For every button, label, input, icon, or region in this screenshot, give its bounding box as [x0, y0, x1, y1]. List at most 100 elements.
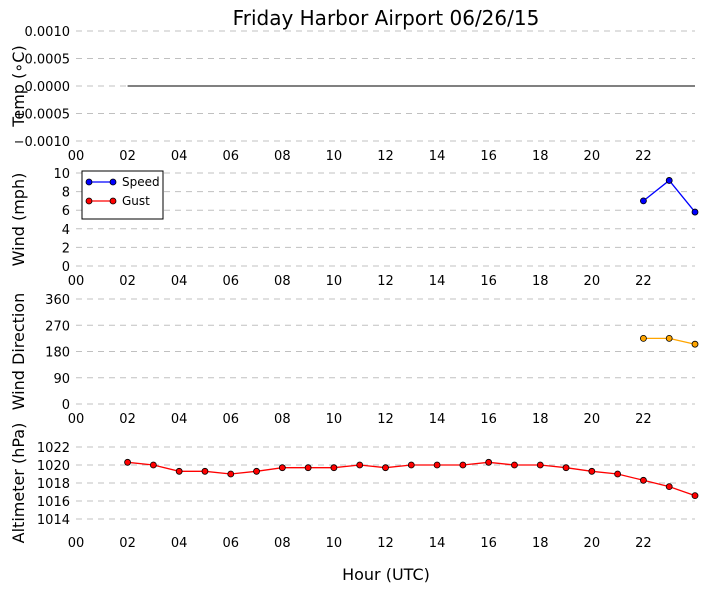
data-point	[304, 464, 312, 472]
data-point	[278, 464, 286, 472]
data-point	[253, 467, 260, 475]
legend-label: Speed	[122, 175, 160, 189]
y-tick-label: 270	[45, 319, 70, 334]
data-point	[149, 461, 157, 469]
y-tick-label: 0.0010	[25, 25, 71, 40]
y-axis-label: Temp (∘C)	[9, 45, 28, 127]
data-point	[175, 467, 183, 475]
x-tick-label: 18	[532, 536, 549, 551]
x-tick-label: 16	[480, 412, 497, 427]
y-tick-label: 180	[45, 346, 70, 361]
y-tick-label: 6	[62, 204, 70, 219]
y-tick-label: −0.0010	[14, 135, 70, 150]
x-tick-label: 20	[584, 274, 601, 289]
data-point	[665, 334, 673, 342]
y-tick-label: −0.0005	[14, 108, 70, 123]
x-tick-label: 16	[480, 536, 497, 551]
data-point	[124, 458, 131, 466]
data-point	[459, 461, 467, 469]
y-axis-label: Wind Direction	[9, 293, 28, 411]
figure-title: Friday Harbor Airport 06/26/15	[233, 6, 540, 30]
x-tick-label: 06	[222, 536, 239, 551]
x-tick-label: 14	[429, 412, 446, 427]
data-point	[640, 197, 647, 205]
data-point	[665, 177, 673, 184]
data-point	[614, 470, 622, 478]
x-tick-label: 02	[119, 536, 136, 551]
legend-box	[81, 170, 164, 220]
x-tick-label: 10	[326, 149, 343, 164]
data-point	[665, 483, 673, 491]
x-tick-label: 06	[222, 149, 239, 164]
x-tick-label: 08	[274, 536, 291, 551]
y-tick-label: 1016	[37, 495, 70, 510]
data-point	[407, 461, 415, 469]
y-tick-label: 1020	[37, 459, 70, 474]
x-tick-label: 04	[171, 274, 188, 289]
x-tick-label: 00	[68, 536, 85, 551]
x-tick-label: 22	[635, 274, 652, 289]
y-tick-label: 4	[62, 223, 70, 238]
y-tick-label: 360	[45, 293, 70, 308]
y-tick-label: 1018	[37, 477, 70, 492]
y-tick-label: 0	[62, 398, 70, 413]
y-axis-label: Altimeter (hPa)	[9, 423, 28, 544]
x-tick-label: 14	[429, 536, 446, 551]
x-tick-label: 00	[68, 274, 85, 289]
x-tick-label: 02	[119, 149, 136, 164]
x-tick-label: 00	[68, 412, 85, 427]
legend-marker	[109, 197, 117, 205]
legend-marker	[85, 197, 93, 205]
x-tick-label: 22	[635, 412, 652, 427]
x-tick-label: 12	[377, 412, 394, 427]
data-point	[201, 467, 209, 475]
x-tick-label: 02	[119, 412, 136, 427]
data-point	[691, 208, 699, 216]
x-tick-label: 16	[480, 149, 497, 164]
y-tick-label: 1014	[37, 513, 70, 528]
x-tick-label: 16	[480, 274, 497, 289]
x-tick-label: 02	[119, 274, 136, 289]
x-tick-label: 18	[532, 149, 549, 164]
x-tick-label: 18	[532, 274, 549, 289]
x-tick-label: 00	[68, 149, 85, 164]
x-tick-label: 14	[429, 149, 446, 164]
data-point	[536, 461, 544, 469]
data-point	[562, 464, 570, 472]
legend-marker	[85, 178, 93, 186]
y-tick-label: 10	[53, 167, 70, 182]
data-point	[356, 461, 364, 469]
x-tick-label: 10	[326, 536, 343, 551]
x-tick-label: 12	[377, 536, 394, 551]
y-tick-label: 1022	[37, 441, 70, 456]
x-tick-label: 08	[274, 274, 291, 289]
x-axis-label: Hour (UTC)	[342, 565, 430, 584]
x-tick-label: 18	[532, 412, 549, 427]
y-tick-label: 90	[53, 372, 70, 387]
x-tick-label: 22	[635, 149, 652, 164]
series-line	[643, 179, 696, 213]
x-tick-label: 20	[584, 536, 601, 551]
data-point	[485, 458, 493, 466]
y-tick-label: 0	[62, 260, 70, 275]
x-tick-label: 04	[171, 149, 188, 164]
data-point	[227, 470, 235, 478]
x-tick-label: 22	[635, 536, 652, 551]
y-tick-label: 2	[62, 241, 70, 256]
legend-label: Gust	[122, 194, 150, 208]
x-tick-label: 12	[377, 274, 394, 289]
data-point	[691, 340, 699, 348]
y-axis-label: Wind (mph)	[9, 173, 28, 267]
x-tick-label: 04	[171, 412, 188, 427]
x-tick-label: 06	[222, 274, 239, 289]
x-tick-label: 20	[584, 149, 601, 164]
x-tick-label: 14	[429, 274, 446, 289]
data-point	[330, 464, 338, 472]
data-point	[433, 461, 441, 469]
x-tick-label: 10	[326, 412, 343, 427]
data-point	[691, 492, 699, 500]
x-tick-label: 12	[377, 149, 394, 164]
legend-marker	[109, 178, 117, 186]
